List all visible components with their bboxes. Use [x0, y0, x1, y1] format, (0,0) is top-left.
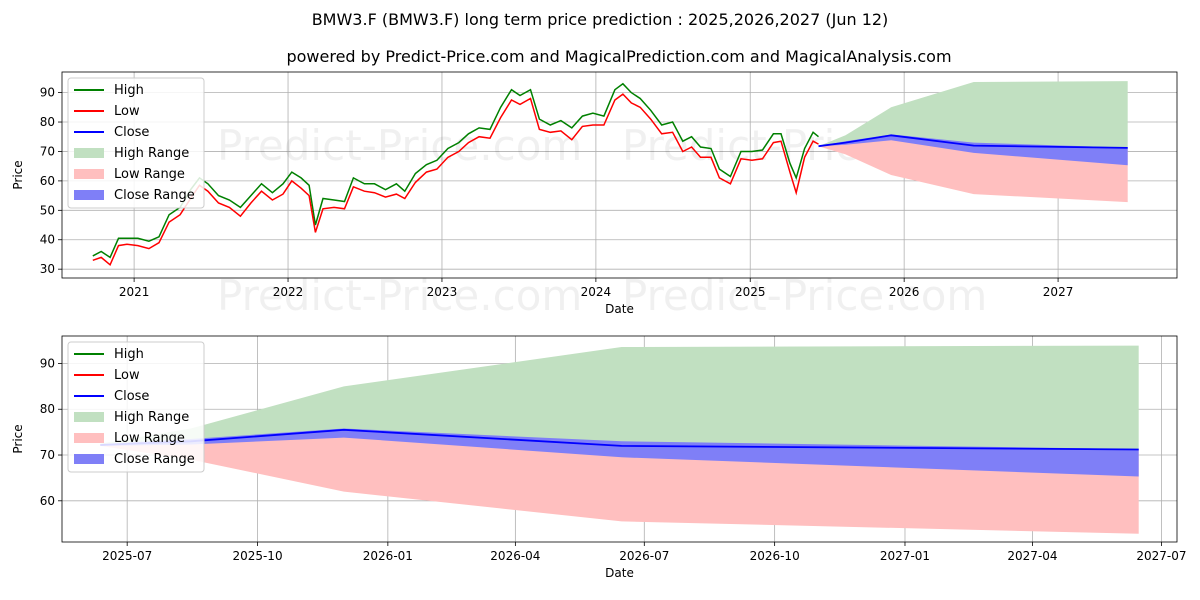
bottom-y-tick-label: 70: [40, 448, 55, 462]
top-axes-frame: [61, 71, 1178, 279]
bottom-x-tick-label: 2026-10: [750, 549, 800, 563]
bottom-legend-label: High: [114, 347, 144, 362]
top-legend-label: Low: [114, 104, 140, 119]
bottom-legend-swatch: [74, 433, 104, 443]
top-high-series-line: [92, 82, 819, 259]
top-high-range-area: [818, 81, 1128, 148]
top-watermark: Predict-Price.com: [217, 271, 582, 320]
bottom-high-range-area: [100, 345, 1139, 450]
top-x-tick-label: 2026: [889, 285, 920, 299]
top-x-axis-label: Date: [605, 302, 634, 316]
bottom-legend-swatch: [74, 454, 104, 464]
top-y-tick-label: 80: [40, 115, 55, 129]
top-legend-swatch: [74, 190, 104, 200]
top-legend-label: Low Range: [114, 167, 185, 182]
top-legend-label: High: [114, 83, 144, 98]
bottom-x-tick-label: 2025-10: [232, 549, 282, 563]
bottom-y-axis-label: Price: [11, 424, 25, 453]
bottom-legend-label: Low: [114, 368, 140, 383]
top-watermark: Predict-Price.com: [622, 271, 987, 320]
top-x-tick-label: 2024: [581, 285, 612, 299]
top-x-tick-label: 2022: [273, 285, 304, 299]
top-y-tick-label: 60: [40, 174, 55, 188]
top-chart-panel: Predict-Price.com Predict-Price.com Predic…: [11, 71, 1178, 320]
top-x-tick-label: 2025: [735, 285, 766, 299]
chart-subtitle: powered by Predict-Price.com and Magical…: [286, 47, 951, 66]
bottom-x-tick-label: 2026-07: [619, 549, 669, 563]
top-x-tick-label: 2027: [1043, 285, 1074, 299]
chart-title: BMW3.F (BMW3.F) long term price predicti…: [312, 10, 889, 29]
bottom-y-tick-label: 80: [40, 402, 55, 416]
top-y-tick-label: 30: [40, 262, 55, 276]
bottom-legend-label: High Range: [114, 410, 189, 425]
top-legend-swatch: [74, 169, 104, 179]
top-y-axis-label: Price: [11, 160, 25, 189]
top-low-series-line: [92, 93, 819, 267]
top-x-tick-label: 2021: [119, 285, 150, 299]
top-y-tick-label: 90: [40, 86, 55, 100]
top-legend-swatch: [74, 148, 104, 158]
top-y-tick-label: 70: [40, 144, 55, 158]
bottom-close-range-area: [100, 428, 1139, 477]
bottom-chart-panel: Predict-Price.comPredict-Price.com2025-0…: [11, 335, 1186, 580]
top-legend-label: Close Range: [114, 188, 195, 203]
top-close-range-area: [818, 134, 1128, 166]
bottom-legend-label: Close Range: [114, 452, 195, 467]
bottom-x-tick-label: 2026-01: [363, 549, 413, 563]
bottom-legend-label: Low Range: [114, 431, 185, 446]
top-y-tick-label: 40: [40, 233, 55, 247]
top-legend-label: High Range: [114, 146, 189, 161]
bottom-legend-label: Close: [114, 389, 149, 404]
bottom-x-tick-label: 2027-07: [1136, 549, 1186, 563]
top-y-tick-label: 50: [40, 203, 55, 217]
bottom-y-tick-label: 90: [40, 356, 55, 370]
top-close-series-line: [818, 134, 1128, 149]
bottom-x-tick-label: 2027-01: [880, 549, 930, 563]
top-legend-label: Close: [114, 125, 149, 140]
bottom-x-tick-label: 2026-04: [490, 549, 540, 563]
bottom-axes-frame: [61, 335, 1178, 543]
bottom-x-tick-label: 2025-07: [102, 549, 152, 563]
top-x-tick-label: 2023: [427, 285, 458, 299]
bottom-x-tick-label: 2027-04: [1007, 549, 1057, 563]
bottom-x-axis-label: Date: [605, 566, 634, 580]
top-watermark: Predict-Price.com: [217, 121, 582, 170]
bottom-legend-swatch: [74, 412, 104, 422]
bottom-y-tick-label: 60: [40, 494, 55, 508]
